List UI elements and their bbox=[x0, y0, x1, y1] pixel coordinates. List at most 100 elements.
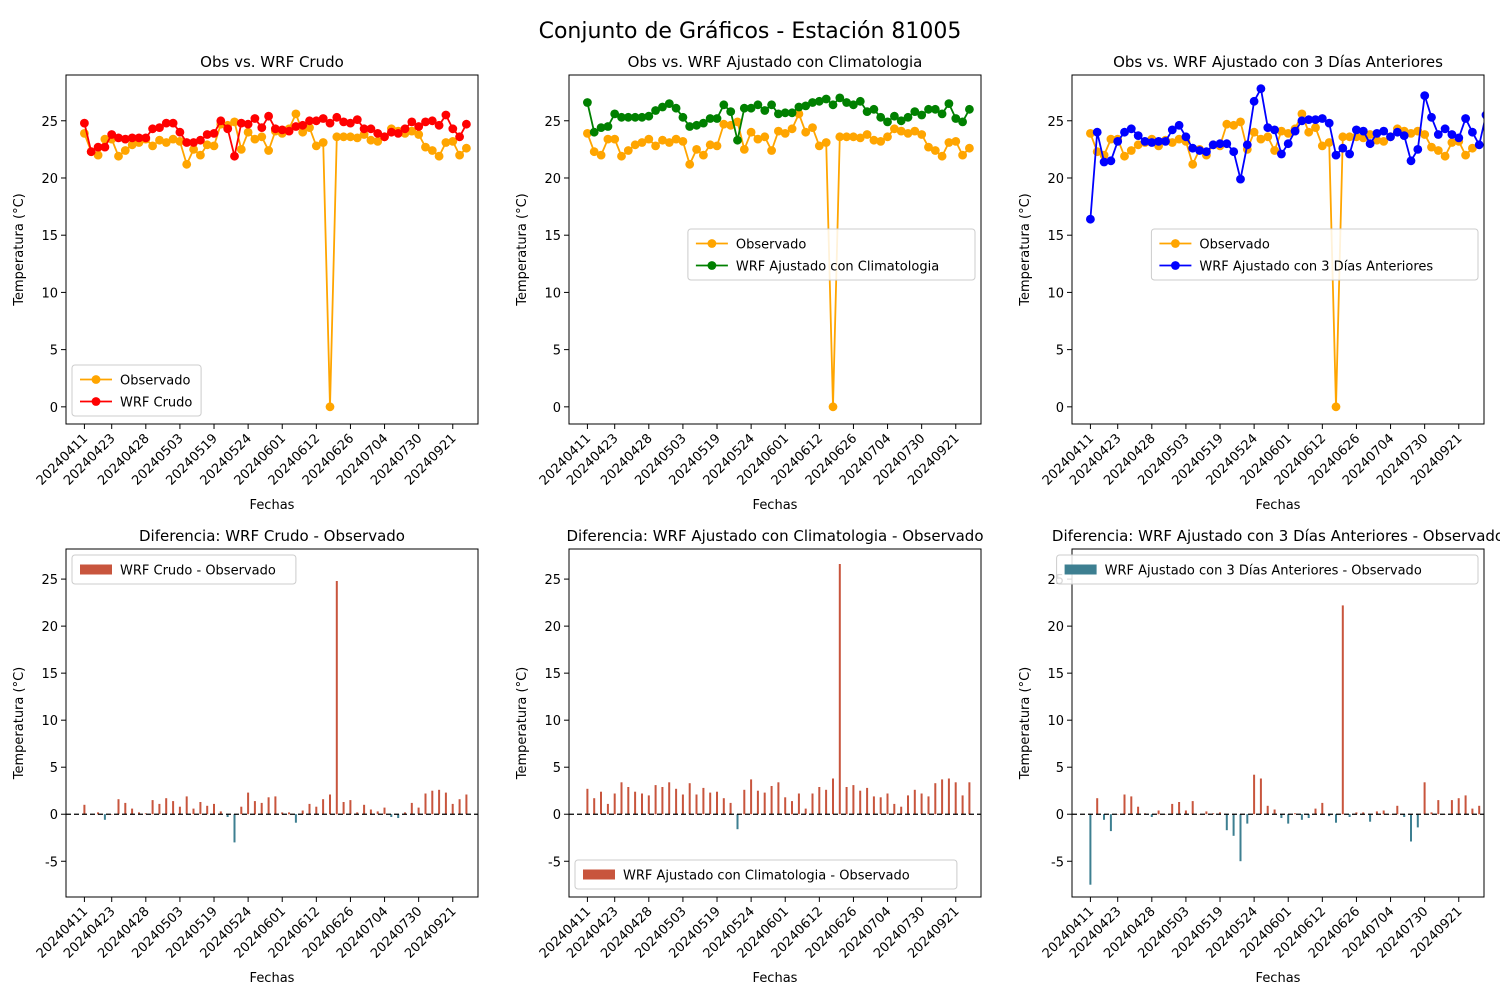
data-point bbox=[883, 117, 892, 127]
data-point bbox=[596, 123, 606, 132]
data-point bbox=[291, 109, 301, 119]
bar bbox=[138, 812, 140, 815]
bar bbox=[281, 812, 284, 815]
data-point bbox=[583, 129, 592, 138]
data-point bbox=[441, 138, 451, 147]
data-point bbox=[202, 130, 212, 139]
data-point bbox=[1399, 131, 1409, 141]
data-point bbox=[93, 150, 103, 160]
data-point bbox=[930, 104, 940, 114]
bar bbox=[103, 814, 106, 820]
data-point bbox=[455, 132, 464, 142]
data-point bbox=[651, 141, 660, 151]
figure-title: Conjunto de Gráficos - Estación 81005 bbox=[539, 19, 962, 44]
bar bbox=[1375, 811, 1378, 815]
data-point bbox=[414, 130, 424, 139]
bar bbox=[1328, 814, 1331, 817]
bar bbox=[825, 789, 828, 815]
legend: WRF Ajustado con Climatologia - Observad… bbox=[574, 859, 958, 890]
data-point bbox=[462, 119, 471, 129]
bar bbox=[907, 795, 909, 815]
data-point bbox=[1481, 111, 1484, 119]
data-point bbox=[1331, 150, 1341, 160]
bar bbox=[920, 793, 923, 815]
data-point bbox=[651, 106, 660, 115]
y-tick-label: 0 bbox=[553, 401, 561, 416]
bar bbox=[376, 811, 379, 815]
data-point bbox=[610, 134, 620, 144]
bar bbox=[267, 797, 270, 815]
data-point bbox=[230, 117, 239, 127]
x-axis-label: Fechas bbox=[753, 498, 798, 513]
legend-marker bbox=[707, 239, 717, 248]
data-point bbox=[1413, 145, 1423, 154]
bar bbox=[431, 790, 434, 815]
data-point bbox=[1133, 140, 1143, 150]
data-point bbox=[1379, 126, 1389, 136]
subplot-title: Obs vs. WRF Ajustado con 3 Días Anterior… bbox=[1113, 53, 1443, 71]
data-point bbox=[1181, 132, 1191, 142]
bar bbox=[627, 787, 630, 815]
bar bbox=[886, 793, 889, 815]
bar bbox=[349, 800, 352, 815]
data-point bbox=[637, 138, 647, 147]
bar bbox=[274, 796, 277, 815]
data-point bbox=[767, 100, 776, 110]
data-point bbox=[733, 135, 742, 145]
data-point bbox=[1317, 114, 1327, 123]
bar bbox=[363, 804, 366, 815]
data-point bbox=[366, 135, 376, 145]
data-point bbox=[93, 142, 103, 152]
data-point bbox=[780, 129, 790, 138]
data-point bbox=[175, 137, 185, 146]
bar bbox=[777, 782, 780, 815]
legend: Observado WRF Ajustado con 3 Días Anterio… bbox=[1150, 228, 1479, 281]
data-point bbox=[705, 140, 715, 150]
bar bbox=[444, 792, 447, 815]
data-point bbox=[305, 116, 314, 126]
data-point bbox=[1468, 127, 1477, 137]
y-tick-label: 20 bbox=[41, 172, 58, 187]
bar bbox=[1410, 814, 1412, 842]
data-point bbox=[726, 107, 736, 116]
bar bbox=[647, 795, 650, 815]
bar bbox=[804, 808, 807, 815]
legend-box bbox=[574, 859, 958, 890]
bar bbox=[308, 803, 311, 815]
bar bbox=[1287, 814, 1290, 824]
data-point bbox=[1420, 91, 1430, 100]
y-tick-label: 10 bbox=[1047, 286, 1064, 301]
data-point bbox=[127, 133, 137, 143]
bar bbox=[1464, 795, 1467, 815]
bar bbox=[1096, 798, 1099, 815]
y-tick-label: 25 bbox=[544, 573, 561, 588]
bar bbox=[1280, 814, 1283, 818]
bar bbox=[1348, 814, 1351, 817]
data-point bbox=[692, 120, 701, 130]
data-point bbox=[1324, 138, 1334, 147]
data-point bbox=[767, 146, 776, 155]
bar bbox=[1225, 814, 1228, 831]
data-point bbox=[685, 122, 695, 131]
data-point bbox=[325, 402, 335, 412]
bar bbox=[1273, 809, 1276, 815]
subplot-title: Diferencia: WRF Crudo - Observado bbox=[139, 527, 405, 545]
data-point bbox=[876, 112, 886, 122]
data-point bbox=[414, 122, 424, 131]
bar bbox=[968, 782, 971, 815]
bar bbox=[117, 799, 120, 815]
data-point bbox=[814, 141, 824, 151]
data-point bbox=[250, 134, 260, 144]
y-tick-label: 5 bbox=[50, 761, 58, 776]
data-point bbox=[1365, 139, 1375, 149]
bar bbox=[172, 801, 175, 815]
data-point bbox=[1120, 127, 1129, 137]
bar bbox=[716, 791, 718, 815]
data-point bbox=[250, 114, 260, 123]
y-tick-label: 20 bbox=[1047, 172, 1064, 187]
bar bbox=[1294, 813, 1296, 815]
plot-area bbox=[80, 109, 471, 412]
data-point bbox=[236, 118, 246, 128]
y-tick-label: 25 bbox=[41, 573, 58, 588]
data-point bbox=[603, 134, 613, 144]
